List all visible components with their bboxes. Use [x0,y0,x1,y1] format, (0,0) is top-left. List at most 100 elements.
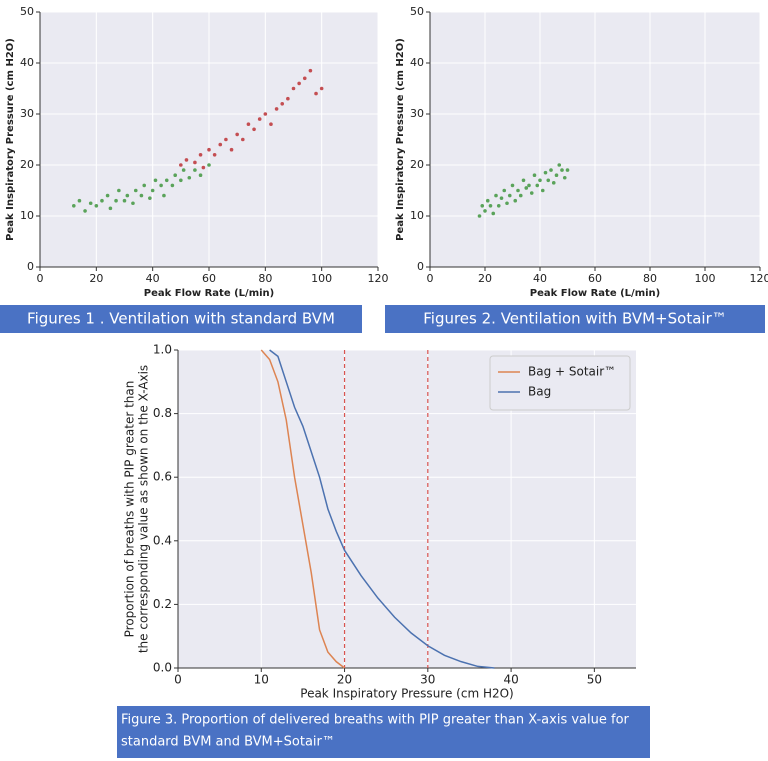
scatter-point [72,204,76,208]
x-tick-label: 30 [420,673,435,687]
scatter-point [114,198,118,203]
x-tick-label: 120 [368,272,389,285]
legend-label: Bag [528,385,551,399]
scatter-point [529,191,534,195]
scatter-point [507,193,512,198]
x-tick-label: 120 [750,272,768,285]
y-axis-label: Peak Inspiratory Pressure (cm H2O) [395,38,406,241]
scatter-point [193,168,197,172]
scatter-point [274,107,279,111]
scatter-point [494,193,498,198]
y-tick-label: 40 [410,56,424,69]
scatter-point [212,153,217,157]
y-tick-label: 0.4 [153,533,172,547]
scatter-point [280,102,285,106]
scatter-point [179,163,183,167]
scatter-point [153,178,158,183]
scatter-point [543,170,548,175]
scatter-point [122,198,127,203]
y-axis-label: Proportion of breaths with PIP greater t… [123,381,137,638]
scatter-point [164,178,169,183]
y-tick-label: 0.8 [153,406,172,420]
caption: Figure 3. Proportion of delivered breath… [121,713,630,728]
scatter-point [131,201,135,206]
scatter-point [94,204,99,208]
scatter-point [535,183,540,188]
scatter-point [314,91,318,96]
line-series [260,349,346,669]
scatter-point [554,173,559,177]
x-axis-label: Peak Flow Rate (L/min) [144,288,274,299]
scatter-point [117,188,121,193]
scatter-point [150,188,155,193]
scatter-point [516,188,520,193]
y-tick-label: 30 [410,107,424,120]
scatter-point [560,168,564,172]
scatter-point [557,163,562,167]
scatter-point [291,86,296,91]
scatter-point [549,168,553,172]
scatter-point [538,178,542,183]
scatter-point [139,193,144,198]
scatter-point [170,183,175,188]
scatter-point [502,188,507,193]
caption: Figures 2. Ventilation with BVM+Sotair™ [423,310,727,328]
scatter-point [499,196,504,200]
scatter-point [162,193,166,198]
scatter-point [540,188,545,193]
x-tick-label: 50 [587,673,602,687]
scatter-point [302,76,307,81]
scatter-point [241,137,245,142]
y-tick-label: 50 [410,5,424,18]
y-tick-label: 0.0 [153,661,172,675]
scatter-point [246,122,251,126]
scatter-point [252,127,256,132]
scatter-point [518,193,523,198]
scatter-point [88,201,93,206]
scatter-point [496,204,501,208]
scatter-point [77,198,82,203]
scatter-point [207,147,211,152]
scatter-point [133,188,138,193]
x-tick-label: 0 [427,272,434,285]
x-tick-label: 80 [643,272,657,285]
x-tick-label: 0 [37,272,44,285]
y-tick-label: 0 [417,260,424,273]
scatter-point [483,209,487,213]
scatter-point [286,96,290,101]
scatter-point [521,178,526,183]
scatter-point [319,86,324,91]
x-axis-label: Peak Flow Rate (L/min) [530,288,660,299]
y-tick-label: 20 [410,158,424,171]
scatter-point [207,163,211,167]
scatter-point [532,173,537,177]
scatter-point [505,201,509,206]
scatter-point [477,214,482,218]
x-tick-label: 20 [478,272,492,285]
scatter-point [551,181,556,185]
scatter-point [218,142,223,147]
scatter-point [257,117,262,121]
scatter-point [184,158,189,162]
y-tick-label: 30 [20,107,34,120]
caption-box [385,305,765,333]
scatter-point [105,193,110,198]
scatter-point [524,186,529,190]
x-tick-label: 60 [588,272,602,285]
scatter-point [527,183,531,188]
scatter-point [263,112,268,116]
x-tick-label: 60 [202,272,216,285]
y-tick-label: 0.6 [153,470,172,484]
y-axis-label: the corresponding value as shown on the … [137,365,151,653]
scatter-point [148,196,152,200]
x-tick-label: 80 [258,272,272,285]
y-tick-label: 0 [27,260,34,273]
x-tick-label: 100 [311,272,332,285]
line-series [269,349,495,669]
y-tick-label: 10 [410,209,424,222]
scatter-point [100,198,104,203]
legend-box [489,355,631,411]
scatter-point [269,122,273,126]
scatter-point [201,165,206,170]
x-tick-label: 100 [695,272,716,285]
